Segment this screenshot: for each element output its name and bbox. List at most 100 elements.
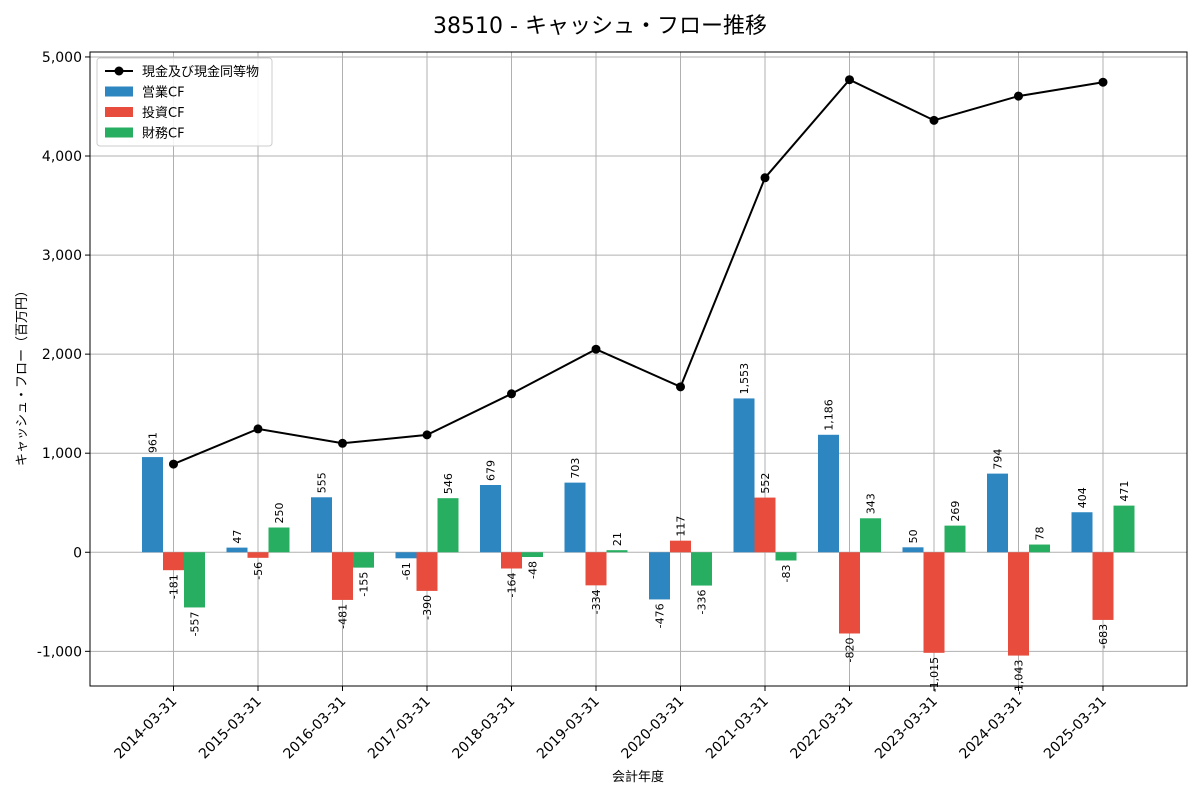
y-tick-label: 3,000 (42, 248, 82, 264)
cash-line (169, 75, 1108, 469)
bar-営業CF (226, 547, 248, 553)
line-point (760, 173, 770, 183)
bar-value-label: -481 (337, 604, 350, 629)
bar-財務CF (606, 550, 628, 553)
bar-財務CF (860, 518, 881, 553)
bar-投資CF (923, 552, 945, 653)
line-point (1014, 91, 1023, 101)
bar-投資CF (754, 497, 776, 553)
bar-営業CF (733, 398, 755, 553)
line-point (422, 430, 432, 440)
legend-box (96, 57, 273, 147)
bar-value-label: -390 (421, 595, 434, 620)
bar-value-label: 1,553 (738, 363, 751, 395)
bar-財務CF (437, 498, 459, 553)
bar-value-label: -181 (168, 574, 181, 599)
y-tick-label: 5,000 (42, 50, 82, 66)
bar-営業CF (311, 497, 332, 553)
bar-営業CF (818, 434, 839, 553)
bar-財務CF (1113, 505, 1135, 553)
bar-投資CF (501, 552, 522, 569)
bar-value-label: -56 (252, 562, 265, 580)
bar-value-label: 794 (992, 449, 1005, 470)
bar-投資CF (332, 552, 353, 600)
bar-value-label: 1,186 (823, 399, 836, 431)
x-axis-label: 会計年度 (612, 769, 664, 785)
bar-value-label: 555 (316, 472, 329, 493)
bar-value-label: -683 (1097, 624, 1110, 649)
plot-frame (89, 51, 1188, 687)
bar-value-label: 117 (675, 516, 688, 537)
y-axis-label: キャッシュ・フロー（百万円） (15, 284, 30, 466)
bar-value-label: 78 (1034, 527, 1047, 541)
line-point (507, 389, 516, 399)
legend-bar-swatch (105, 86, 133, 97)
bar-value-label: 343 (865, 493, 878, 514)
bar-value-label: 404 (1076, 487, 1089, 508)
bar-value-label: -83 (780, 564, 793, 582)
bar-value-label: 47 (231, 530, 244, 544)
line-現金及び現金同等物 (173, 78, 1104, 466)
bar-value-label: -61 (400, 562, 413, 580)
bar-value-label: 250 (273, 503, 286, 524)
legend-label: 営業CF (142, 85, 185, 101)
bar-営業CF (480, 485, 501, 553)
bar-投資CF (1092, 552, 1114, 620)
legend-label: 現金及び現金同等物 (142, 64, 259, 80)
bar-value-label: -557 (189, 611, 202, 636)
bar-value-label: 552 (759, 473, 772, 494)
bar-営業CF (395, 552, 417, 559)
legend-bar-swatch (105, 127, 133, 138)
bar-value-labels: 961 47 555 -61 679 703 -476 1,553 1,186 50 794 404 -… (147, 363, 1132, 695)
bar-投資CF (247, 552, 269, 558)
bar-value-label: 703 (569, 458, 582, 479)
bar-財務CF (944, 525, 966, 553)
bar-value-label: -155 (358, 572, 371, 597)
bar-営業CF (987, 473, 1008, 553)
bar-value-label: 50 (907, 529, 920, 543)
legend-bar-swatch (105, 107, 133, 117)
bar-value-label: 961 (147, 432, 160, 453)
legend-marker (114, 66, 124, 76)
bar-投資CF (670, 540, 691, 553)
bars (142, 398, 1135, 656)
legend-label: 投資CF (142, 105, 185, 121)
bar-value-label: -164 (506, 573, 519, 598)
legend-label: 財務CF (142, 127, 185, 142)
bar-value-label: 471 (1118, 481, 1131, 502)
bar-財務CF (353, 552, 374, 568)
bar-営業CF (649, 552, 670, 600)
line-point (1098, 77, 1108, 87)
bar-財務CF (184, 552, 205, 608)
bar-財務CF (775, 552, 797, 561)
bar-value-label: 546 (442, 473, 455, 494)
line-point (169, 459, 178, 469)
line-point (845, 75, 854, 85)
bar-投資CF (839, 552, 860, 634)
bar-投資CF (585, 552, 607, 586)
chart-title: 38510 - キャッシュ・フロー推移 (433, 14, 767, 39)
y-tick-label: 2,000 (42, 347, 82, 363)
bar-value-label: 21 (611, 532, 624, 546)
bar-value-label: 269 (949, 501, 962, 522)
bar-営業CF (1071, 512, 1093, 553)
bar-value-label: -336 (696, 590, 709, 615)
y-tick-label: -1,000 (37, 644, 82, 660)
bar-財務CF (1029, 544, 1050, 553)
bar-営業CF (902, 547, 924, 553)
line-point (929, 115, 939, 125)
y-tick-label: 0 (73, 545, 82, 561)
bar-営業CF (142, 457, 163, 553)
line-point (676, 382, 685, 392)
bar-営業CF (564, 482, 586, 553)
bar-value-label: -820 (844, 637, 857, 662)
bar-投資CF (163, 552, 184, 571)
line-point (338, 438, 347, 448)
bar-財務CF (691, 552, 712, 586)
bar-投資CF (1008, 552, 1029, 656)
line-point (253, 424, 263, 434)
y-tick-label: 4,000 (42, 149, 82, 165)
